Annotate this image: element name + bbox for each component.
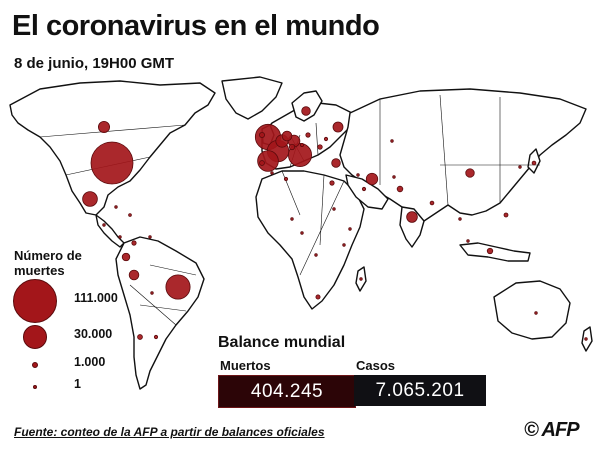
- bubble-iran: [365, 172, 379, 186]
- land-africa: [255, 170, 365, 310]
- bubble-morocco: [270, 171, 274, 175]
- legend-label: 30.000: [74, 327, 113, 341]
- cases-label: Casos: [356, 358, 396, 373]
- afp-logo: © AFP: [524, 419, 580, 441]
- balance-title: Balance mundial: [218, 334, 346, 351]
- bubble-new-zealand: [584, 337, 588, 341]
- bubble-south-africa: [315, 294, 321, 300]
- bubble-mexico: [82, 191, 98, 207]
- bubble-indonesia: [486, 247, 494, 255]
- bubble-dr-congo: [314, 253, 318, 257]
- bubble-panama: [118, 235, 122, 239]
- legend-circle: [32, 384, 38, 390]
- map-subtitle: 8 de junio, 19H00 GMT: [14, 55, 175, 72]
- bubble-sweden: [301, 106, 311, 116]
- bubble-austria: [299, 142, 305, 148]
- bubble-pakistan: [396, 185, 404, 193]
- bubble-afghanistan: [392, 175, 396, 179]
- bubble-bangladesh: [429, 200, 435, 206]
- bubble-argentina: [153, 334, 159, 340]
- bubble-ukraine: [323, 136, 329, 142]
- bubble-canada: [98, 121, 111, 134]
- bubble-turkey: [331, 158, 341, 168]
- source-note: Fuente: conteo de la AFP a partir de bal…: [14, 425, 325, 439]
- bubble-australia: [534, 311, 538, 315]
- bubble-malaysia: [466, 239, 470, 243]
- bubble-ireland: [258, 132, 265, 139]
- bubble-cuba: [114, 205, 118, 209]
- land-greenland: [221, 76, 283, 120]
- bubble-portugal: [259, 160, 265, 166]
- deaths-label: Muertos: [220, 358, 271, 373]
- land-south-america: [115, 236, 205, 390]
- bubble-brazil: [165, 274, 191, 300]
- bubble-dominican-rep-: [128, 213, 132, 217]
- legend-label: 111.000: [74, 291, 118, 305]
- bubble-philippines: [503, 212, 509, 218]
- bubble-ethiopia: [348, 227, 352, 231]
- bubble-kazakhstan: [390, 139, 394, 143]
- bubble-bolivia: [150, 291, 154, 295]
- bubble-peru: [128, 269, 140, 281]
- bubble-algeria: [283, 176, 289, 182]
- bubble-poland: [305, 132, 311, 138]
- legend-label: 1: [74, 377, 81, 391]
- bubble-sudan: [332, 207, 336, 211]
- bubble-japan: [531, 160, 537, 166]
- cases-value: 7.065.201: [354, 375, 486, 406]
- bubble-ecuador: [121, 252, 131, 262]
- bubble-netherlands: [281, 130, 293, 142]
- bubble-russia: [332, 121, 344, 133]
- land-india: [399, 206, 425, 248]
- bubble-spain: [257, 150, 279, 172]
- bubble-chile: [137, 334, 143, 340]
- land-australia: [493, 280, 571, 340]
- legend-circle: [23, 325, 47, 349]
- bubble-thailand: [458, 217, 462, 221]
- bubble-colombia: [131, 240, 137, 246]
- land-indonesia: [459, 242, 531, 262]
- legend-circle: [13, 279, 57, 323]
- bubble-india: [406, 211, 418, 223]
- death-bubbles: [82, 106, 588, 341]
- bubble-china: [465, 168, 475, 178]
- bubble-guatemala: [102, 223, 106, 227]
- bubble-madagascar: [359, 277, 363, 281]
- land-scandinavia: [291, 90, 323, 122]
- bubble-kenya: [342, 243, 346, 247]
- bubble-saudi-arabia: [361, 186, 367, 192]
- map-title: El coronavirus en el mundo: [12, 10, 380, 42]
- legend-circle: [32, 362, 38, 368]
- land-central-america: [95, 214, 125, 248]
- legend-title: Número de muertes: [14, 248, 82, 278]
- bubble-romania: [317, 144, 323, 150]
- bubble-switzerland: [288, 143, 296, 151]
- bubble-venezuela: [148, 235, 152, 239]
- legend-label: 1.000: [74, 355, 106, 369]
- bubble-iraq: [356, 173, 360, 177]
- bubble-cameroon: [300, 231, 304, 235]
- bubble-egypt: [329, 180, 335, 186]
- deaths-value: 404.245: [218, 375, 356, 408]
- world-map: [9, 76, 593, 390]
- bubble-united-states: [90, 141, 134, 185]
- bubble-south-korea: [518, 165, 522, 169]
- bubble-nigeria: [290, 217, 294, 221]
